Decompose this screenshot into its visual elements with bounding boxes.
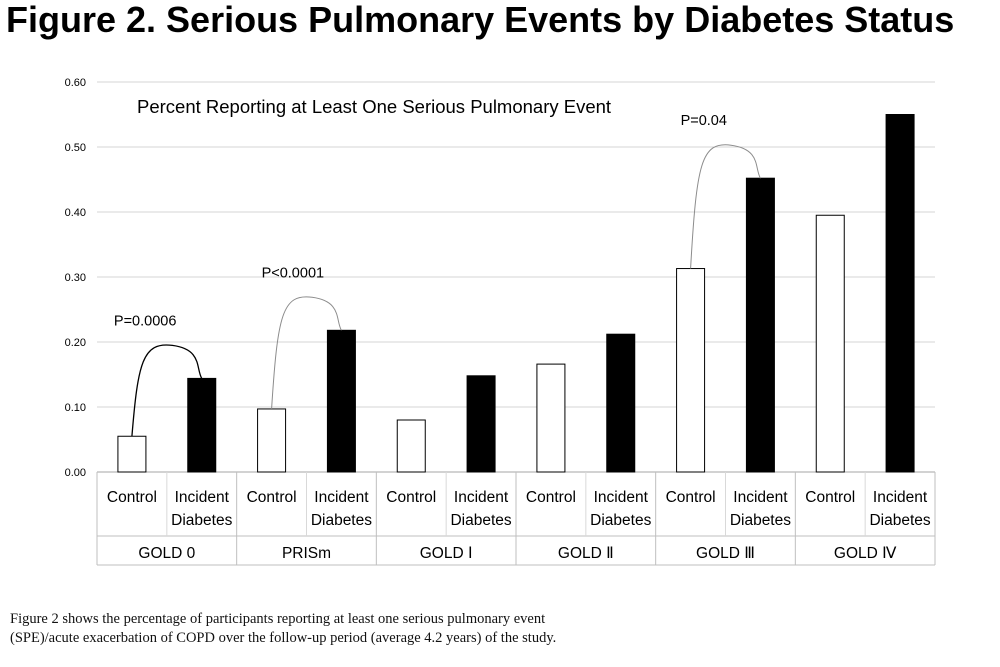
y-tick-label: 0.00 (65, 467, 86, 479)
group-label: GOLD Ⅰ (420, 545, 473, 562)
bar-control (676, 268, 706, 473)
x-tick-label: Diabetes (171, 512, 232, 529)
bar-incident-diabetes (326, 329, 356, 473)
x-tick-label: Control (805, 489, 855, 506)
bar-incident-diabetes (606, 333, 636, 473)
bar-control (257, 408, 287, 473)
chart-title: Percent Reporting at Least One Serious P… (137, 96, 611, 117)
bar-chart: 0.00 0.10 0.20 0.30 0.40 0.50 0.60 Control Incid… (65, 77, 936, 566)
x-tick-label: Diabetes (311, 512, 372, 529)
x-tick-label: Control (247, 489, 297, 506)
figure-caption: Figure 2 shows the percentage of partici… (10, 610, 990, 648)
x-tick-label: Diabetes (730, 512, 791, 529)
caption-line: (SPE)/acute exacerbation of COPD over th… (10, 630, 557, 646)
x-tick-label: Control (386, 489, 436, 506)
y-tick-label: 0.50 (65, 142, 86, 154)
x-tick-label: Incident (594, 489, 649, 506)
group-label: PRISm (282, 545, 331, 562)
significance-arc (271, 296, 342, 409)
p-value-label: P=0.04 (681, 113, 727, 129)
x-tick-label: Control (526, 489, 576, 506)
group-label: GOLD 0 (138, 545, 195, 562)
group-label: GOLD Ⅲ (696, 545, 755, 562)
figure-title: Figure 2. Serious Pulmonary Events by Di… (6, 0, 955, 40)
x-tick-label: Incident (454, 489, 509, 506)
x-tick-label: Control (107, 489, 157, 506)
y-tick-label: 0.10 (65, 402, 86, 414)
bar-control (815, 214, 845, 473)
x-tick-label: Incident (873, 489, 928, 506)
bar-control (396, 419, 426, 473)
p-value-label: P<0.0001 (262, 265, 325, 281)
caption-line: Figure 2 shows the percentage of partici… (10, 611, 546, 627)
bar-incident-diabetes (745, 177, 775, 473)
bar-incident-diabetes (466, 375, 496, 473)
x-tick-label: Diabetes (869, 512, 930, 529)
group-label: GOLD Ⅱ (558, 545, 614, 562)
significance-arc (131, 344, 203, 437)
x-tick-label: Diabetes (450, 512, 511, 529)
y-tick-label: 0.40 (65, 207, 86, 219)
bar-incident-diabetes (187, 377, 217, 473)
x-tick-label: Incident (175, 489, 230, 506)
significance-arc (690, 144, 761, 269)
group-label: GOLD Ⅳ (834, 545, 897, 562)
bar-incident-diabetes (885, 114, 915, 473)
x-tick-label: Incident (314, 489, 369, 506)
x-tick-label: Diabetes (590, 512, 651, 529)
y-tick-label: 0.60 (65, 77, 86, 89)
p-value-label: P=0.0006 (114, 313, 176, 329)
bar-control (117, 435, 147, 473)
y-tick-label: 0.20 (65, 337, 86, 349)
x-tick-label: Incident (733, 489, 788, 506)
bar-control (536, 363, 566, 473)
y-tick-label: 0.30 (65, 272, 86, 284)
x-tick-label: Control (666, 489, 716, 506)
